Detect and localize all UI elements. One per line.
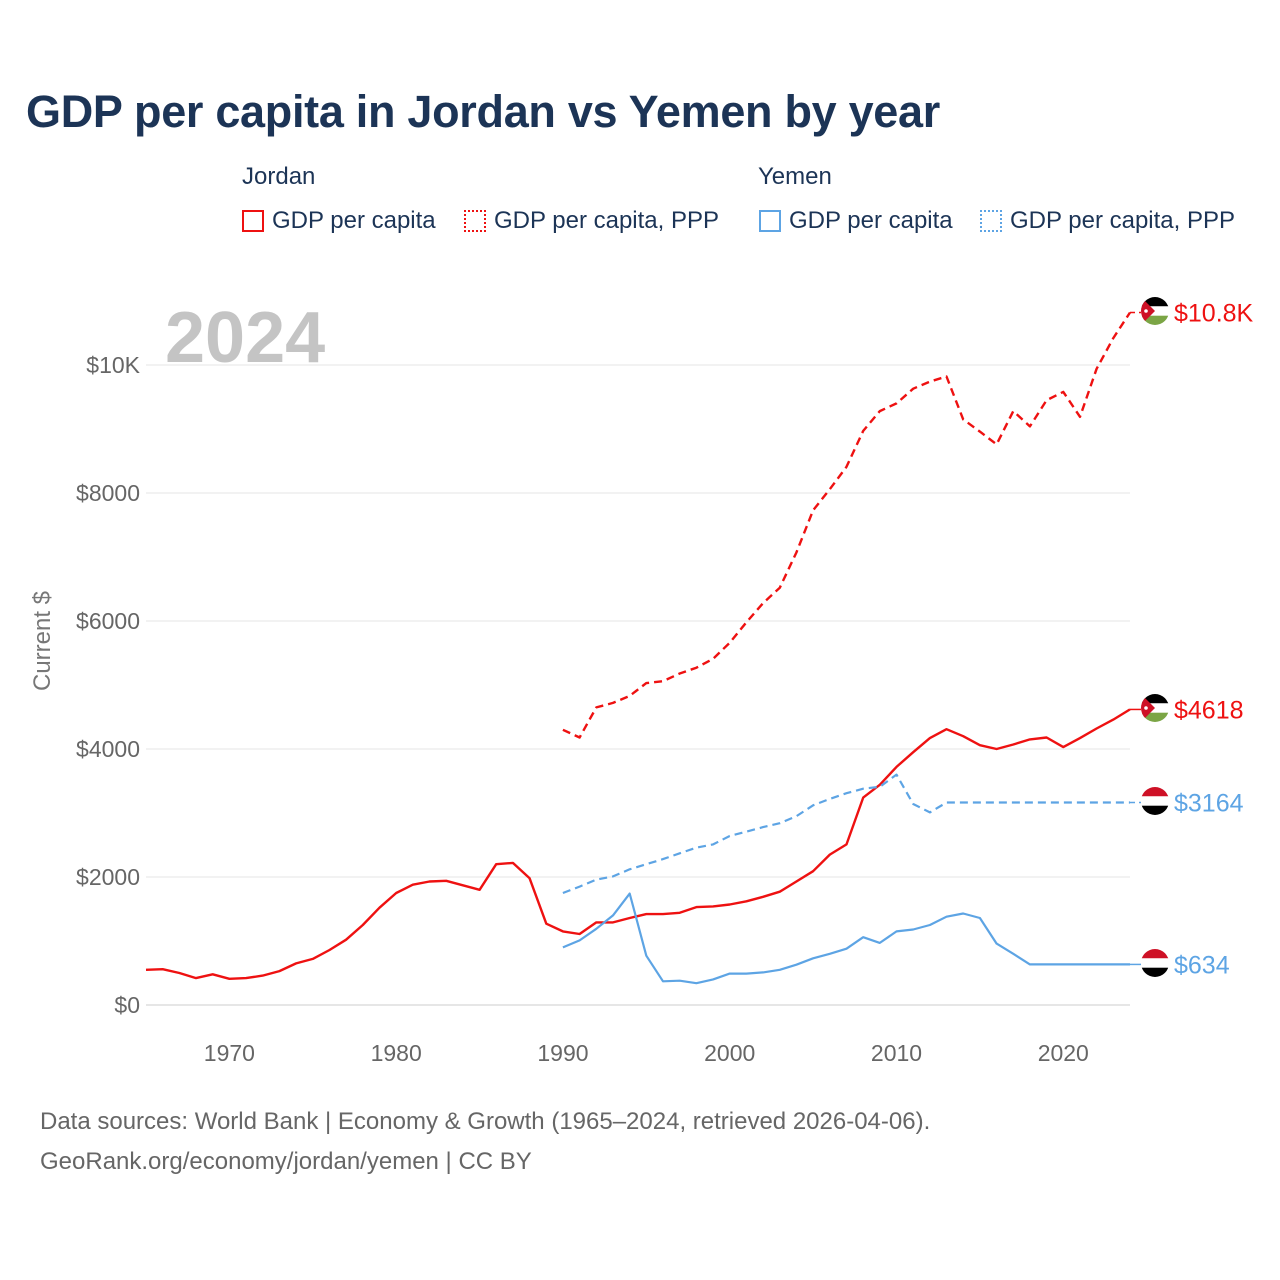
y-tick-label: $10K [86,352,140,378]
chart-title: GDP per capita in Jordan vs Yemen by yea… [26,86,940,137]
end-value-label-jordan-ppp: $10.8K [1174,300,1254,328]
legend-group-jordan: Jordan [242,163,316,190]
jordan-flag-icon [1141,694,1169,722]
end-value-label-jordan-gdp: $4618 [1174,696,1244,724]
legend-label-yemen-ppp: GDP per capita, PPP [1010,207,1235,234]
y-axis-label: Current $ [29,591,56,691]
year-watermark: 2024 [165,298,325,378]
y-tick-label: $6000 [76,608,140,634]
series-line-jordan-gdp[interactable] [145,708,1131,980]
legend-label-jordan-ppp: GDP per capita, PPP [494,207,719,234]
legend-item-jordan-gdp[interactable]: GDP per capita [242,207,436,235]
series-line-jordan-ppp[interactable] [562,311,1132,739]
end-value-label-yemen-ppp: $3164 [1174,790,1244,818]
legend-item-yemen-ppp[interactable]: GDP per capita, PPP [980,207,1235,235]
y-tick-label: $2000 [76,864,140,890]
source-note: Data sources: World Bank | Economy & Gro… [40,1108,931,1135]
y-tick-label: $8000 [76,480,140,506]
x-tick-label: 2000 [704,1040,755,1066]
y-tick-label: $0 [114,992,140,1018]
x-tick-label: 2010 [871,1040,922,1066]
legend-group-yemen: Yemen [758,163,832,190]
legend-label-jordan-gdp: GDP per capita [272,207,436,234]
legend-item-jordan-ppp[interactable]: GDP per capita, PPP [464,207,719,235]
legend-swatch-jordan-gdp [242,210,264,232]
x-tick-label: 1980 [371,1040,422,1066]
source-link[interactable]: GeoRank.org/economy/jordan/yemen | CC BY [40,1148,532,1175]
series-line-yemen-gdp[interactable] [562,892,1130,985]
end-value-label-yemen-gdp: $634 [1174,951,1230,979]
legend-swatch-yemen-gdp [759,210,781,232]
x-tick-label: 1990 [537,1040,588,1066]
yemen-flag-icon [1141,949,1169,977]
x-tick-label: 1970 [204,1040,255,1066]
y-tick-label: $4000 [76,736,140,762]
series-line-yemen-ppp[interactable] [562,773,1130,895]
jordan-flag-icon [1141,297,1169,325]
legend-swatch-yemen-ppp [980,210,1002,232]
yemen-flag-icon [1141,787,1169,815]
legend-label-yemen-gdp: GDP per capita [789,207,953,234]
legend-item-yemen-gdp[interactable]: GDP per capita [759,207,953,235]
x-tick-label: 2020 [1038,1040,1089,1066]
legend-swatch-jordan-ppp [464,210,486,232]
